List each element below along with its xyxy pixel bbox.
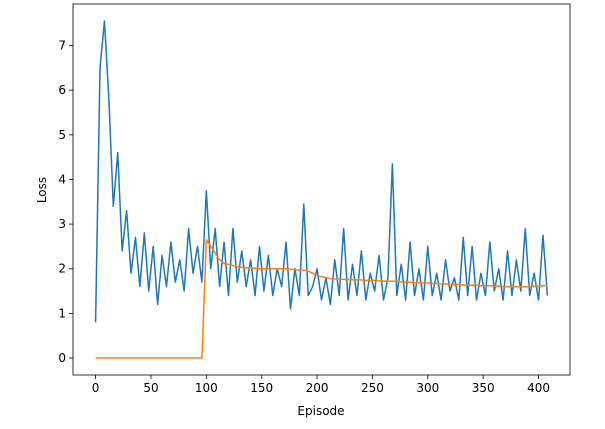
x-tick-label: 350 (472, 381, 495, 395)
y-axis-label: Loss (35, 177, 49, 203)
x-tick-label: 100 (195, 381, 218, 395)
line-series (95, 238, 548, 359)
x-tick-label: 200 (306, 381, 329, 395)
y-tick-label: 3 (58, 217, 66, 231)
x-tick-label: 300 (416, 381, 439, 395)
y-tick-label: 0 (58, 351, 66, 365)
x-tick-label: 0 (92, 381, 100, 395)
x-tick-label: 150 (250, 381, 273, 395)
y-tick-label: 5 (58, 128, 66, 142)
x-axis-label: Episode (297, 404, 344, 418)
y-tick-label: 4 (58, 172, 66, 186)
line-series (94, 20, 549, 323)
x-tick-label: 250 (361, 381, 384, 395)
y-tick-label: 2 (58, 262, 66, 276)
y-tick-label: 7 (58, 39, 66, 53)
x-tick-label: 400 (527, 381, 550, 395)
x-tick-label: 50 (143, 381, 158, 395)
y-tick-label: 6 (58, 83, 66, 97)
plot-frame (72, 3, 571, 376)
y-tick-label: 1 (58, 306, 66, 320)
